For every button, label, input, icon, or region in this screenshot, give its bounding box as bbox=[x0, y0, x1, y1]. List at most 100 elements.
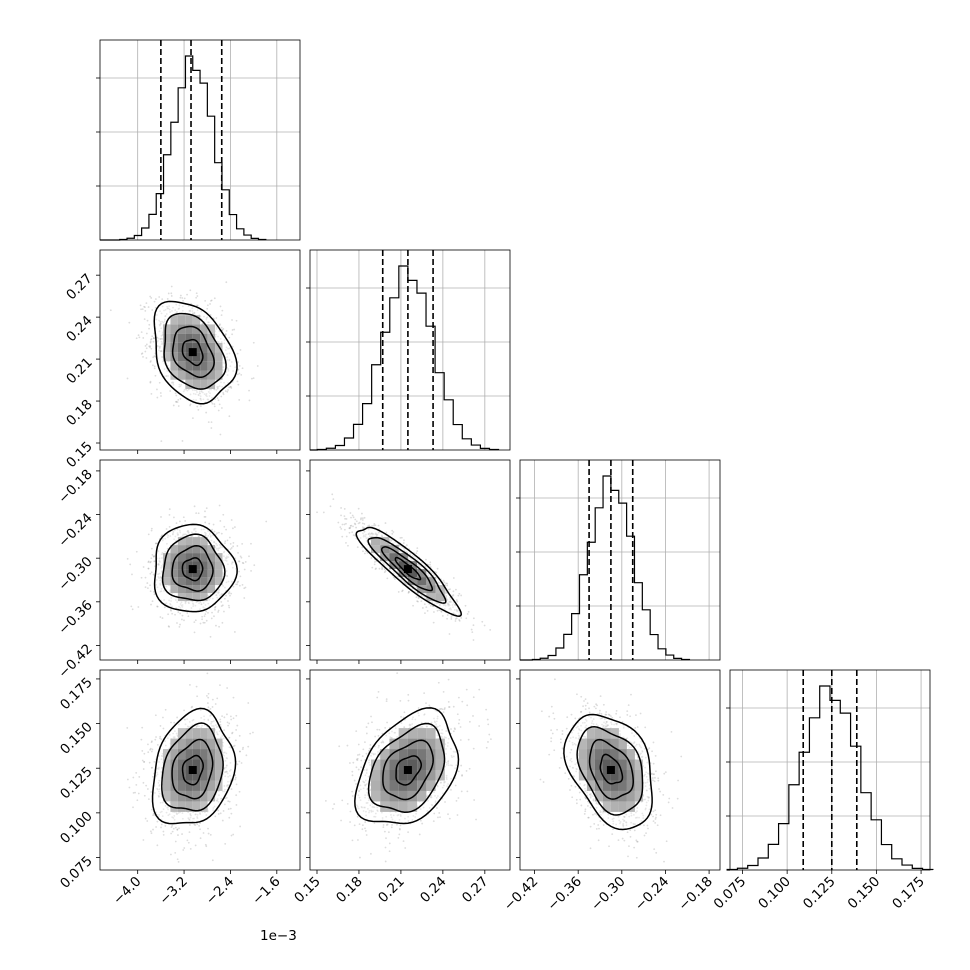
density-bin bbox=[618, 801, 627, 812]
y-tick-label-p3: 0.150 bbox=[57, 719, 96, 758]
density-bin bbox=[398, 749, 408, 760]
x-tick-label-p0: −1.6 bbox=[249, 874, 283, 908]
y-tick-label-p1: 0.18 bbox=[63, 397, 96, 430]
x-tick-label-p3: 0.100 bbox=[755, 874, 794, 913]
density-bin bbox=[192, 749, 201, 760]
density-bin bbox=[200, 759, 208, 770]
density-bin bbox=[192, 333, 201, 343]
density-bin bbox=[610, 780, 619, 791]
density-bin bbox=[398, 569, 408, 578]
density-bin bbox=[417, 585, 427, 594]
histogram-steps bbox=[520, 475, 691, 661]
contour-line bbox=[394, 556, 422, 581]
y-tick-label-p2: −0.36 bbox=[55, 597, 96, 638]
density-bin bbox=[370, 770, 381, 781]
contour-line bbox=[161, 533, 226, 602]
x-tick-label-p3: 0.175 bbox=[889, 874, 928, 913]
y-tick-label-p3: 0.175 bbox=[57, 674, 96, 713]
density-bin bbox=[200, 593, 208, 602]
density-bin bbox=[185, 553, 193, 562]
density-bin bbox=[380, 790, 390, 802]
density-bin bbox=[602, 738, 611, 750]
density-bin bbox=[426, 728, 436, 739]
density-bin bbox=[602, 728, 611, 739]
density-bin bbox=[602, 780, 611, 791]
density-bin bbox=[215, 770, 223, 781]
density-bin bbox=[185, 759, 193, 770]
density-content bbox=[539, 678, 683, 863]
density-bin bbox=[634, 790, 643, 802]
density-bin bbox=[398, 780, 408, 791]
density-peak bbox=[188, 565, 197, 574]
density-bin bbox=[370, 759, 381, 770]
density-bin bbox=[177, 342, 186, 353]
density-bin bbox=[170, 352, 178, 362]
histogram-steps bbox=[100, 55, 267, 241]
density-bin bbox=[192, 379, 201, 390]
density-bin bbox=[207, 324, 216, 334]
contour-line bbox=[588, 738, 634, 800]
density-bin bbox=[215, 370, 223, 380]
density-bin bbox=[192, 780, 201, 791]
density-bin bbox=[407, 759, 418, 770]
x-tick-label-p1: 0.27 bbox=[459, 874, 492, 907]
density-bin bbox=[177, 770, 186, 781]
y-tick-label-p1: 0.15 bbox=[63, 439, 96, 472]
density-bin bbox=[192, 342, 201, 353]
density-bin bbox=[185, 342, 193, 353]
density-bin bbox=[162, 352, 171, 362]
density-bin bbox=[177, 759, 186, 770]
density-bin bbox=[177, 315, 186, 325]
density-bin bbox=[185, 790, 193, 802]
density-bin bbox=[207, 790, 216, 802]
density-bin bbox=[426, 577, 436, 586]
density-bin bbox=[170, 790, 178, 802]
density-content bbox=[324, 672, 492, 863]
density-bin bbox=[207, 342, 216, 353]
density-bin bbox=[200, 342, 208, 353]
x-tick-label-p0: −3.2 bbox=[156, 874, 190, 908]
density-bin bbox=[407, 569, 418, 578]
density-bin bbox=[177, 537, 186, 546]
density-panel-p0-p1 bbox=[99, 249, 301, 451]
density-bin bbox=[398, 790, 408, 802]
x-tick-label-p1: 0.15 bbox=[291, 874, 324, 907]
density-bin bbox=[170, 561, 178, 570]
density-bin bbox=[185, 324, 193, 334]
contour-line bbox=[181, 754, 204, 786]
density-bin bbox=[594, 770, 603, 781]
y-tick-label-p3: 0.125 bbox=[57, 764, 96, 803]
density-bin bbox=[162, 342, 171, 353]
panel-frame bbox=[99, 669, 301, 871]
density-bin bbox=[162, 790, 171, 802]
density-bin bbox=[177, 801, 186, 812]
density-bin bbox=[200, 790, 208, 802]
density-bin bbox=[200, 577, 208, 586]
density-bin bbox=[610, 770, 619, 781]
density-bin bbox=[185, 593, 193, 602]
density-bin bbox=[618, 790, 627, 802]
contour-line bbox=[367, 722, 446, 814]
density-bin bbox=[634, 759, 643, 770]
density-peak bbox=[606, 766, 615, 774]
density-bin bbox=[578, 749, 587, 760]
density-bin bbox=[389, 759, 399, 770]
density-bin bbox=[177, 553, 186, 562]
density-bin bbox=[602, 801, 611, 812]
density-bin bbox=[170, 370, 178, 380]
density-bin bbox=[215, 749, 223, 760]
density-bin bbox=[185, 749, 193, 760]
density-bin bbox=[215, 561, 223, 570]
density-bin bbox=[610, 759, 619, 770]
histogram-steps bbox=[310, 265, 500, 451]
density-bin bbox=[177, 361, 186, 371]
density-bin bbox=[594, 738, 603, 750]
panel-frame bbox=[99, 249, 301, 451]
density-bin bbox=[177, 545, 186, 554]
density-bin bbox=[207, 759, 216, 770]
density-bin bbox=[370, 545, 381, 554]
density-bin bbox=[207, 770, 216, 781]
density-bin bbox=[177, 352, 186, 362]
density-bin bbox=[426, 780, 436, 791]
density-bin bbox=[626, 749, 635, 760]
